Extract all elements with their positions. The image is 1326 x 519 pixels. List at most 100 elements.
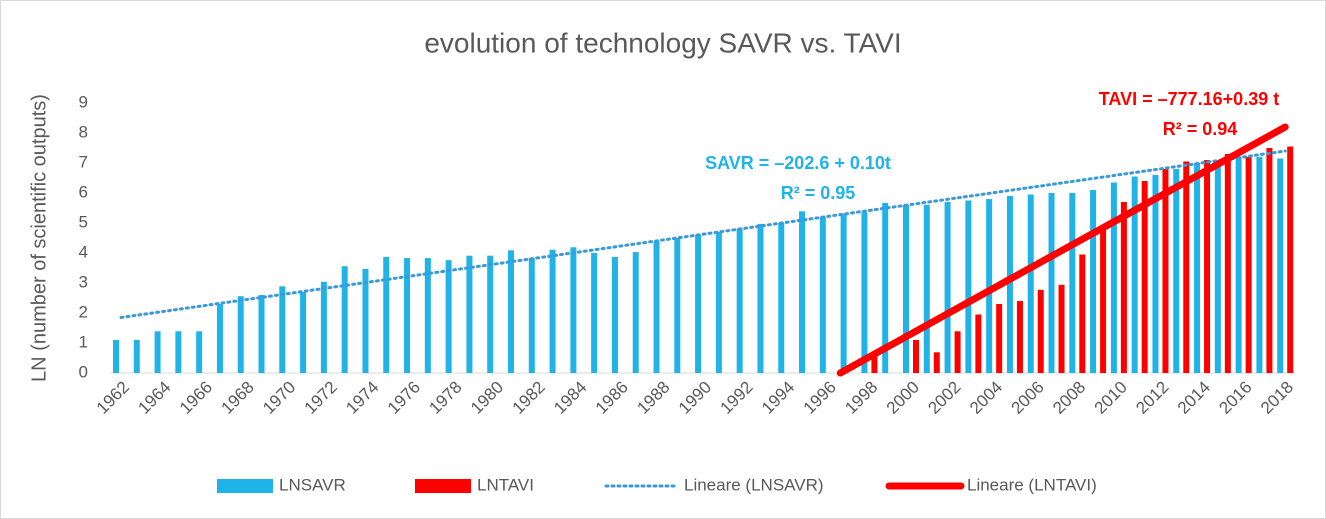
annotation: R² = 0.95 [781, 183, 856, 203]
bar [466, 255, 473, 373]
bar [175, 331, 182, 373]
bar [1162, 169, 1169, 373]
y-axis-label: LN (number of scientific outputs) [28, 94, 50, 382]
bar [861, 212, 868, 373]
bar [507, 250, 514, 373]
bar [736, 229, 743, 373]
bar [1266, 148, 1273, 373]
bar [882, 202, 889, 373]
bar [611, 256, 618, 373]
bar [1235, 157, 1242, 373]
legend-label: Lineare (LNSAVR) [684, 475, 824, 494]
bar [1037, 289, 1044, 373]
bar [1287, 146, 1294, 373]
bar [871, 352, 878, 373]
bar [1048, 193, 1055, 373]
bar [1027, 194, 1034, 373]
bar [757, 223, 764, 373]
bar [383, 256, 390, 373]
bar [996, 304, 1003, 373]
bar [1016, 301, 1023, 373]
y-tick-label: 2 [79, 302, 88, 321]
bar [653, 241, 660, 373]
bar [1120, 202, 1127, 373]
y-tick-label: 3 [79, 272, 88, 291]
bar [1214, 160, 1221, 373]
bar [133, 340, 140, 373]
bar [975, 314, 982, 373]
chart-title: evolution of technology SAVR vs. TAVI [424, 27, 901, 58]
bar [799, 211, 806, 373]
bar [1141, 181, 1148, 373]
trend-line [119, 149, 1287, 319]
y-tick-label: 4 [79, 242, 88, 261]
y-tick-label: 8 [79, 122, 88, 141]
bar [1173, 169, 1180, 373]
bar [154, 331, 161, 373]
legend-swatch [217, 479, 273, 493]
bar [591, 253, 598, 373]
bar [933, 352, 940, 373]
bar [112, 340, 119, 373]
bar [819, 217, 826, 373]
bar [341, 266, 348, 373]
bar [404, 258, 411, 373]
bar [1277, 158, 1284, 373]
y-tick-label: 6 [79, 182, 88, 201]
legend-swatch [415, 479, 471, 493]
bar [1131, 176, 1138, 373]
legend-label: Lineare (LNTAVI) [967, 475, 1097, 494]
bar [362, 268, 369, 373]
bar [445, 260, 452, 373]
bar [912, 340, 919, 373]
bar [1069, 193, 1076, 373]
bar [695, 235, 702, 373]
bar [1245, 157, 1252, 373]
bar [1110, 182, 1117, 373]
bar [1006, 196, 1013, 373]
bar [1058, 284, 1065, 373]
bar [1152, 175, 1159, 373]
bar [715, 232, 722, 373]
bar [1100, 229, 1107, 373]
bar [320, 281, 327, 373]
bar [902, 205, 909, 373]
bar [954, 331, 961, 373]
bar [1079, 254, 1086, 373]
bar [1183, 161, 1190, 373]
y-tick-label: 9 [79, 92, 88, 111]
bar [258, 295, 265, 373]
y-tick-label: 0 [79, 362, 88, 381]
bar [632, 252, 639, 373]
bar [1204, 160, 1211, 373]
bar [528, 258, 535, 373]
bar [424, 258, 431, 373]
bar [196, 331, 203, 373]
annotation: R² = 0.94 [1163, 119, 1238, 139]
bar [944, 202, 951, 373]
bar [986, 199, 993, 373]
bar [965, 200, 972, 373]
bar [237, 296, 244, 373]
bar [279, 286, 286, 373]
bar [923, 205, 930, 373]
bar [1224, 154, 1231, 373]
y-tick-label: 7 [79, 152, 88, 171]
legend-label: LNTAVI [477, 475, 534, 494]
bar [300, 292, 307, 373]
bar [1090, 190, 1097, 373]
bar [840, 214, 847, 373]
bar [216, 304, 223, 373]
trend-line [836, 123, 1289, 377]
y-tick-label: 1 [79, 332, 88, 351]
annotation: TAVI = –777.16+0.39 t [1099, 89, 1279, 109]
bar [487, 255, 494, 373]
bar [549, 249, 556, 373]
annotation: SAVR = –202.6 + 0.10t [705, 153, 891, 173]
bar [778, 223, 785, 373]
y-tick-label: 5 [79, 212, 88, 231]
bar [570, 247, 577, 373]
bar [1194, 163, 1201, 373]
bar [674, 238, 681, 373]
